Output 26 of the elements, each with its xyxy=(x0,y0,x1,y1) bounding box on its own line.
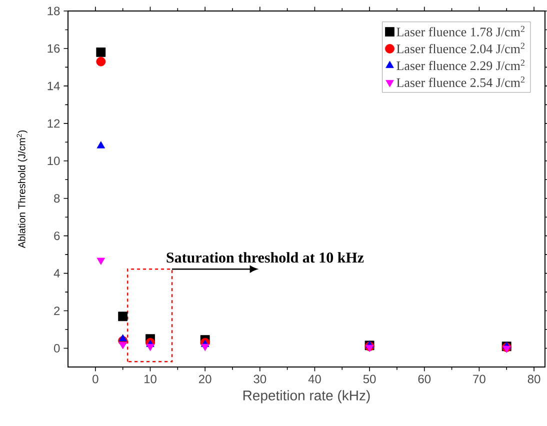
legend-label: Laser fluence 2.29 J/cm$^{2}$ xyxy=(396,60,524,70)
x-tick-label: 80 xyxy=(528,374,540,384)
x-axis-title: Repetition rate (kHz) xyxy=(243,390,370,404)
x-tick-label: 0 xyxy=(92,374,98,384)
x-tick-label: 10 xyxy=(144,374,156,384)
x-tick-label: 40 xyxy=(308,374,321,384)
x-tick-label: 20 xyxy=(198,374,212,384)
y-axis-title: Ablation Threshold (J/cm$^{2}$) xyxy=(16,130,28,248)
y-tick-label: 6 xyxy=(54,232,60,240)
x-tick-label: 50 xyxy=(363,374,376,384)
y-tick-label: 10 xyxy=(48,156,60,166)
annotation: Saturation threshold at 10 kHz xyxy=(166,252,364,263)
y-tick-label: 4 xyxy=(54,269,60,278)
x-tick-label: 70 xyxy=(473,374,486,384)
y-tick-label: 14 xyxy=(48,82,60,90)
y-tick-label: 0 xyxy=(54,344,60,352)
y-tick-label: 12 xyxy=(48,119,60,128)
x-tick-label: 30 xyxy=(254,374,266,384)
y-tick-label: 8 xyxy=(54,194,60,203)
x-tick-label: 60 xyxy=(418,374,431,384)
legend-label: Laser fluence 1.78 J/cm$^{2}$ xyxy=(396,26,524,36)
legend-label: Laser fluence 2.04 J/cm$^{2}$ xyxy=(396,42,524,54)
y-tick-label: 2 xyxy=(54,306,60,315)
y-tick-label: 18 xyxy=(48,6,60,16)
y-tick-label: 16 xyxy=(48,44,60,53)
legend-label: Laser fluence 2.54 J/cm$^{2}$ xyxy=(396,76,524,88)
